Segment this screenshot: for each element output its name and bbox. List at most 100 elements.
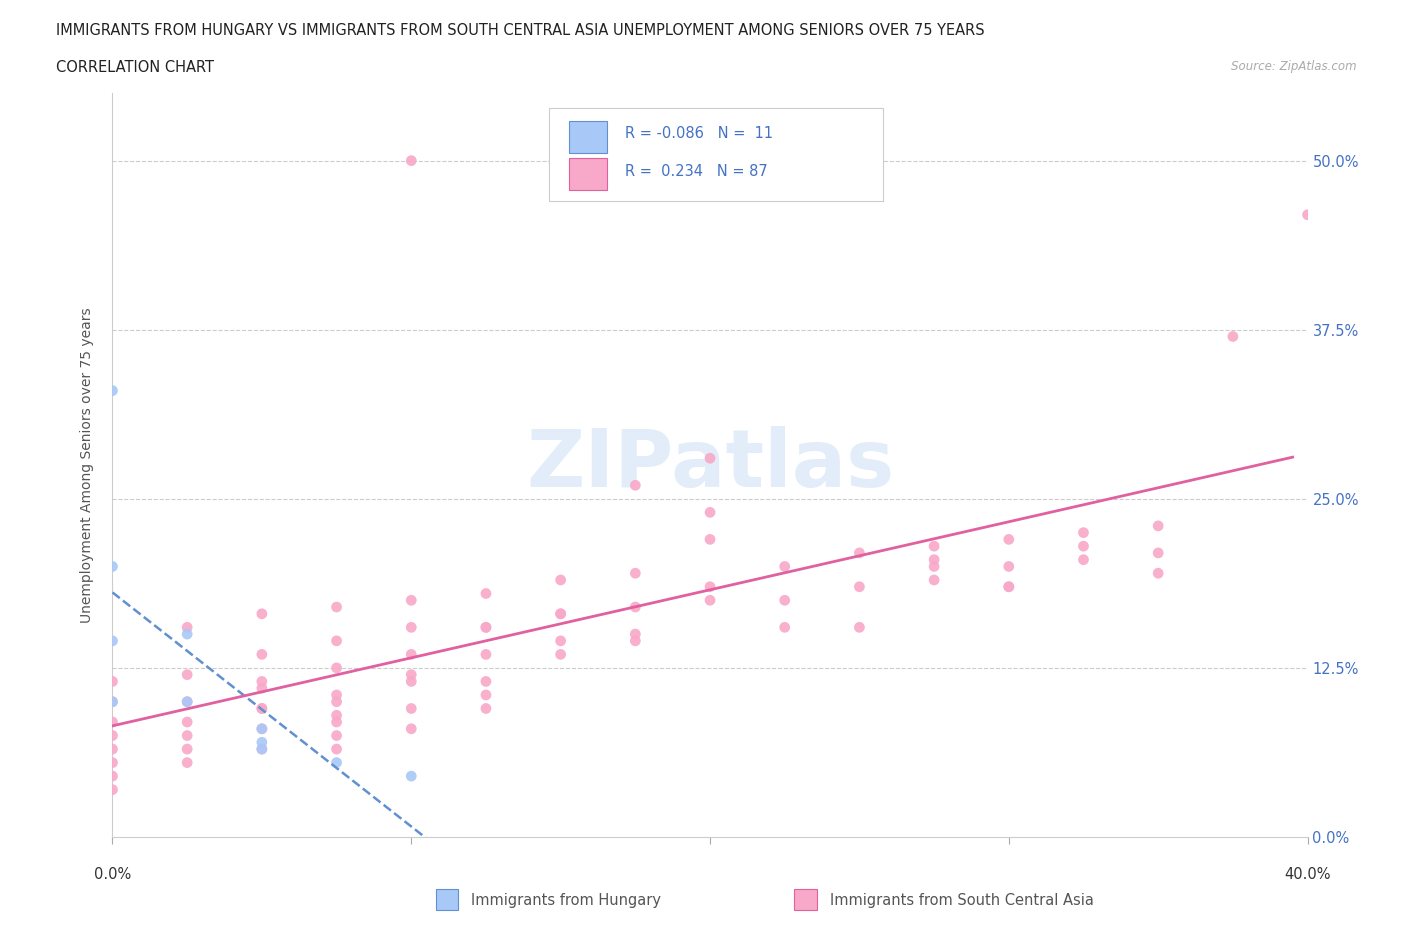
Point [475, 701, 498, 716]
Point [550, 633, 572, 648]
Point [401, 674, 423, 689]
Point [250, 735, 273, 750]
Point [699, 592, 721, 607]
Point [101, 755, 124, 770]
Point [101, 695, 124, 710]
Y-axis label: Unemployment Among Seniors over 75 years: Unemployment Among Seniors over 75 years [80, 307, 94, 623]
Point [624, 478, 647, 493]
Point [475, 674, 498, 689]
Point [101, 559, 124, 574]
Point [401, 592, 423, 607]
Point [624, 565, 647, 580]
Point [325, 600, 347, 615]
Point [101, 383, 124, 398]
Point [325, 687, 347, 702]
Point [250, 681, 273, 696]
Point [250, 741, 273, 756]
Point [176, 755, 198, 770]
Point [699, 579, 721, 594]
FancyBboxPatch shape [569, 121, 607, 153]
Point [1147, 565, 1170, 580]
Point [250, 701, 273, 716]
Point [1147, 546, 1170, 561]
Text: R = -0.086   N =  11: R = -0.086 N = 11 [626, 126, 773, 141]
Text: ZIPatlas: ZIPatlas [526, 426, 894, 504]
Point [1073, 538, 1095, 553]
Point [176, 695, 198, 710]
Point [101, 714, 124, 729]
Point [998, 559, 1021, 574]
Point [922, 538, 945, 553]
Point [250, 722, 273, 737]
Point [922, 573, 945, 588]
Point [624, 633, 647, 648]
Point [848, 620, 870, 635]
Text: Immigrants from South Central Asia: Immigrants from South Central Asia [830, 893, 1094, 908]
Point [250, 701, 273, 716]
Text: Immigrants from Hungary: Immigrants from Hungary [471, 893, 661, 908]
Point [475, 620, 498, 635]
Point [176, 620, 198, 635]
Text: 0.0%: 0.0% [94, 867, 131, 882]
Point [998, 579, 1021, 594]
Point [325, 660, 347, 675]
Point [848, 579, 870, 594]
Point [401, 722, 423, 737]
Point [475, 647, 498, 662]
Point [998, 532, 1021, 547]
Point [176, 741, 198, 756]
Point [550, 606, 572, 621]
Point [550, 606, 572, 621]
Point [101, 782, 124, 797]
Point [250, 741, 273, 756]
Point [250, 606, 273, 621]
Point [773, 559, 796, 574]
Point [1296, 207, 1319, 222]
Point [101, 633, 124, 648]
Point [401, 769, 423, 784]
Point [998, 579, 1021, 594]
Text: IMMIGRANTS FROM HUNGARY VS IMMIGRANTS FROM SOUTH CENTRAL ASIA UNEMPLOYMENT AMONG: IMMIGRANTS FROM HUNGARY VS IMMIGRANTS FR… [56, 23, 984, 38]
Point [699, 505, 721, 520]
Point [401, 647, 423, 662]
Point [922, 559, 945, 574]
Point [325, 755, 347, 770]
Point [101, 769, 124, 784]
Point [922, 552, 945, 567]
Point [550, 573, 572, 588]
Point [624, 600, 647, 615]
Point [176, 627, 198, 642]
Point [475, 687, 498, 702]
Point [1073, 552, 1095, 567]
Point [325, 708, 347, 723]
Point [475, 586, 498, 601]
Point [176, 728, 198, 743]
FancyBboxPatch shape [569, 158, 607, 190]
Point [699, 451, 721, 466]
Point [1222, 329, 1244, 344]
Point [176, 667, 198, 682]
Point [250, 722, 273, 737]
Point [550, 647, 572, 662]
Point [325, 741, 347, 756]
Point [1073, 525, 1095, 540]
Point [101, 674, 124, 689]
Point [176, 714, 198, 729]
Point [101, 695, 124, 710]
Point [401, 153, 423, 168]
Point [1147, 518, 1170, 533]
FancyBboxPatch shape [548, 108, 883, 201]
Point [101, 728, 124, 743]
Point [250, 674, 273, 689]
Point [401, 701, 423, 716]
Point [250, 647, 273, 662]
Point [325, 695, 347, 710]
Point [699, 532, 721, 547]
Point [401, 667, 423, 682]
Point [176, 695, 198, 710]
Point [401, 620, 423, 635]
Point [101, 741, 124, 756]
Point [624, 627, 647, 642]
Point [773, 620, 796, 635]
Point [475, 620, 498, 635]
